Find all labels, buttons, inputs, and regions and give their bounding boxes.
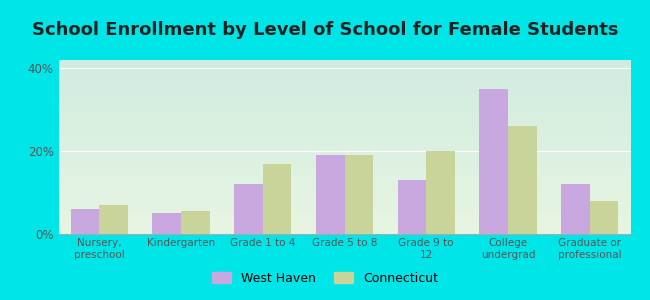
Bar — [153, 213, 181, 234]
Bar — [71, 209, 99, 234]
Bar — [263, 164, 291, 234]
Bar — [398, 180, 426, 234]
Bar — [234, 184, 263, 234]
Bar — [181, 211, 210, 234]
Legend: West Haven, Connecticut: West Haven, Connecticut — [205, 265, 445, 291]
Bar — [316, 155, 344, 234]
Bar — [508, 126, 536, 234]
Bar — [561, 184, 590, 234]
Bar — [99, 205, 128, 234]
Bar — [426, 151, 455, 234]
Bar — [479, 89, 508, 234]
Bar — [590, 201, 618, 234]
Text: School Enrollment by Level of School for Female Students: School Enrollment by Level of School for… — [32, 21, 618, 39]
Bar — [344, 155, 373, 234]
